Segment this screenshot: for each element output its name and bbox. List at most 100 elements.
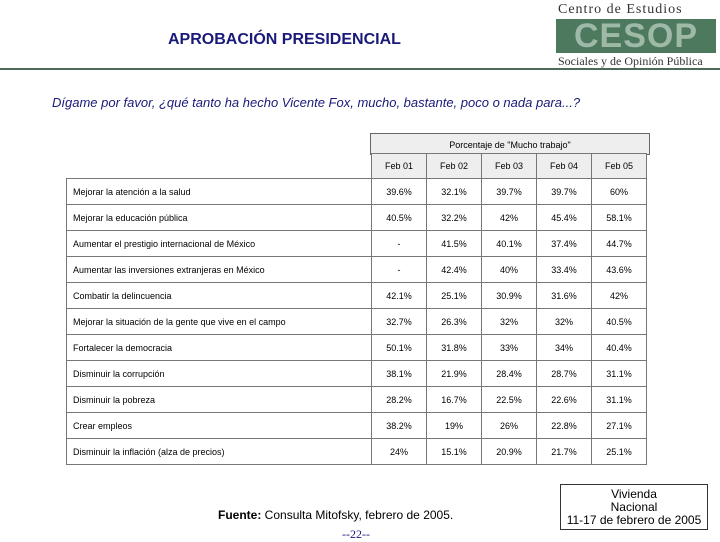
cell-value: 32% — [536, 308, 592, 335]
col-header: Feb 03 — [481, 153, 537, 179]
logo-top-text: Centro de Estudios — [558, 2, 683, 17]
cell-value: 45.4% — [536, 204, 592, 231]
cell-value: 19% — [426, 412, 482, 439]
cell-value: 38.1% — [371, 360, 427, 387]
row-label: Mejorar la situación de la gente que viv… — [66, 308, 372, 335]
cell-value: 58.1% — [591, 204, 647, 231]
header-divider — [0, 68, 720, 70]
row-label: Aumentar las inversiones extranjeras en … — [66, 256, 372, 283]
survey-question: Dígame por favor, ¿qué tanto ha hecho Vi… — [52, 95, 581, 110]
table-row: Aumentar las inversiones extranjeras en … — [66, 256, 647, 283]
cell-value: 15.1% — [426, 438, 482, 465]
cell-value: 16.7% — [426, 386, 482, 413]
page-number: --22-- — [342, 527, 370, 541]
source-text: Consulta Mitofsky, febrero de 2005. — [261, 508, 454, 522]
cell-value: 37.4% — [536, 230, 592, 257]
cell-value: 39.6% — [371, 178, 427, 205]
row-label: Disminuir la pobreza — [66, 386, 372, 413]
cell-value: 22.6% — [536, 386, 592, 413]
row-label: Disminuir la corrupción — [66, 360, 372, 387]
row-label: Combatir la delincuencia — [66, 282, 372, 309]
cesop-logo: Centro de Estudios CESOP Sociales y de O… — [556, 2, 718, 68]
cell-value: 21.9% — [426, 360, 482, 387]
logo-mark: CESOP — [556, 19, 716, 53]
table-row: Crear empleos 38.2% 19% 26% 22.8% 27.1% — [66, 412, 647, 439]
cell-value: 43.6% — [591, 256, 647, 283]
header-blank — [67, 154, 372, 179]
survey-info-box: Vivienda Nacional 11-17 de febrero de 20… — [560, 484, 708, 530]
cell-value: 32% — [481, 308, 537, 335]
table-header-row: Feb 01 Feb 02 Feb 03 Feb 04 Feb 05 — [67, 153, 647, 179]
row-label: Mejorar la educación pública — [66, 204, 372, 231]
row-label: Mejorar la atención a la salud — [66, 178, 372, 205]
cell-value: 39.7% — [481, 178, 537, 205]
cell-value: 25.1% — [426, 282, 482, 309]
cell-value: 25.1% — [591, 438, 647, 465]
cell-value: 30.9% — [481, 282, 537, 309]
cell-value: 42% — [481, 204, 537, 231]
table-row: Disminuir la inflación (alza de precios)… — [66, 438, 647, 465]
cell-value: 26.3% — [426, 308, 482, 335]
cell-value: 42.4% — [426, 256, 482, 283]
survey-info-line: Nacional — [610, 500, 658, 514]
cell-value: 50.1% — [371, 334, 427, 361]
table-row: Combatir la delincuencia 42.1% 25.1% 30.9% 3… — [66, 282, 647, 309]
cell-value: 32.1% — [426, 178, 482, 205]
cell-value: 22.8% — [536, 412, 592, 439]
approval-table: Feb 01 Feb 02 Feb 03 Feb 04 Feb 05 Mejor… — [66, 153, 647, 465]
cell-value: 41.5% — [426, 230, 482, 257]
cell-value: - — [371, 230, 427, 257]
cell-value: 40.5% — [591, 308, 647, 335]
col-header: Feb 02 — [426, 153, 482, 179]
cell-value: 39.7% — [536, 178, 592, 205]
source-note: Fuente: Consulta Mitofsky, febrero de 20… — [218, 508, 453, 522]
cell-value: 40.4% — [591, 334, 647, 361]
row-label: Aumentar el prestigio internacional de M… — [66, 230, 372, 257]
table-title: Porcentaje de "Mucho trabajo" — [370, 133, 650, 155]
row-label: Crear empleos — [66, 412, 372, 439]
cell-value: 33.4% — [536, 256, 592, 283]
cell-value: 32.2% — [426, 204, 482, 231]
table-row: Disminuir la pobreza 28.2% 16.7% 22.5% 22.6%… — [66, 386, 647, 413]
row-label: Disminuir la inflación (alza de precios) — [66, 438, 372, 465]
cell-value: 34% — [536, 334, 592, 361]
table-row: Disminuir la corrupción 38.1% 21.9% 28.4% 28… — [66, 360, 647, 387]
cell-value: 38.2% — [371, 412, 427, 439]
survey-info-line: 11-17 de febrero de 2005 — [566, 513, 702, 527]
cell-value: 42% — [591, 282, 647, 309]
cell-value: 28.2% — [371, 386, 427, 413]
cell-value: 31.6% — [536, 282, 592, 309]
page-title: APROBACIÓN PRESIDENCIAL — [168, 31, 401, 48]
cell-value: 31.8% — [426, 334, 482, 361]
cell-value: 27.1% — [591, 412, 647, 439]
cell-value: 44.7% — [591, 230, 647, 257]
cell-value: 33% — [481, 334, 537, 361]
cell-value: 40% — [481, 256, 537, 283]
survey-info-line: Vivienda — [611, 487, 657, 501]
col-header: Feb 05 — [591, 153, 647, 179]
table-row: Aumentar el prestigio internacional de M… — [66, 230, 647, 257]
logo-bottom-text: Sociales y de Opinión Pública — [558, 54, 703, 68]
table-row: Fortalecer la democracia 50.1% 31.8% 33% 34%… — [66, 334, 647, 361]
cell-value: - — [371, 256, 427, 283]
table-row: Mejorar la situación de la gente que viv… — [66, 308, 647, 335]
cell-value: 28.7% — [536, 360, 592, 387]
cell-value: 28.4% — [481, 360, 537, 387]
cell-value: 40.1% — [481, 230, 537, 257]
table-row: Mejorar la atención a la salud 39.6% 32.1%… — [66, 178, 647, 205]
col-header: Feb 04 — [536, 153, 592, 179]
cell-value: 24% — [371, 438, 427, 465]
cell-value: 60% — [591, 178, 647, 205]
source-label: Fuente: — [218, 508, 262, 522]
cell-value: 42.1% — [371, 282, 427, 309]
cell-value: 31.1% — [591, 360, 647, 387]
cell-value: 21.7% — [536, 438, 592, 465]
cell-value: 22.5% — [481, 386, 537, 413]
table-row: Mejorar la educación pública 40.5% 32.2% 42… — [66, 204, 647, 231]
cell-value: 32.7% — [371, 308, 427, 335]
cell-value: 31.1% — [591, 386, 647, 413]
row-label: Fortalecer la democracia — [66, 334, 372, 361]
col-header: Feb 01 — [371, 153, 427, 179]
cell-value: 20.9% — [481, 438, 537, 465]
cell-value: 26% — [481, 412, 537, 439]
